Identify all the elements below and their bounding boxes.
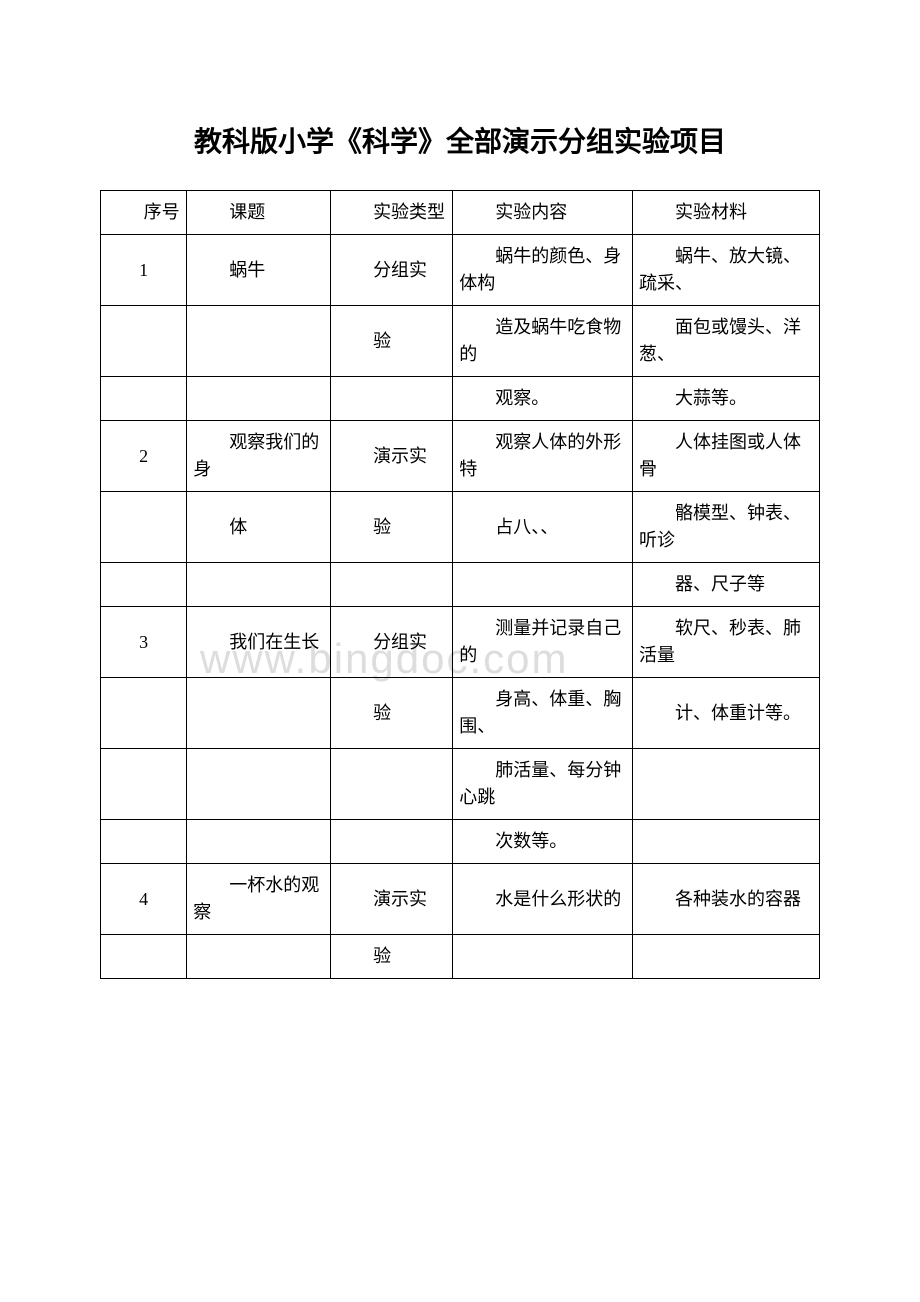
cell-seq: [101, 306, 187, 377]
cell-content: 观察人体的外形特: [453, 421, 633, 492]
cell-type: 验: [331, 678, 453, 749]
cell-seq: [101, 820, 187, 864]
cell-content: 身高、体重、胸围、: [453, 678, 633, 749]
cell-material: 大蒜等。: [633, 377, 820, 421]
cell-type: 分组实: [331, 235, 453, 306]
cell-topic: 一杯水的观察: [187, 864, 331, 935]
cell-content: [453, 563, 633, 607]
table-row: 2 观察我们的身 演示实 观察人体的外形特 人体挂图或人体骨: [101, 421, 820, 492]
cell-topic: 蜗牛: [187, 235, 331, 306]
cell-seq: [101, 492, 187, 563]
cell-content: 造及蜗牛吃食物的: [453, 306, 633, 377]
cell-material: 计、体重计等。: [633, 678, 820, 749]
cell-seq: 3: [101, 607, 187, 678]
cell-material: 各种装水的容器: [633, 864, 820, 935]
cell-material: 软尺、秒表、肺活量: [633, 607, 820, 678]
cell-type: [331, 820, 453, 864]
cell-seq: 4: [101, 864, 187, 935]
cell-content: 肺活量、每分钟心跳: [453, 749, 633, 820]
page-title: 教科版小学《科学》全部演示分组实验项目: [100, 120, 820, 160]
header-material: 实验材料: [633, 191, 820, 235]
cell-seq: [101, 377, 187, 421]
cell-material: 面包或馒头、洋葱、: [633, 306, 820, 377]
cell-type: 分组实: [331, 607, 453, 678]
table-header-row: 序号 课题 实验类型 实验内容 实验材料: [101, 191, 820, 235]
cell-topic: [187, 377, 331, 421]
cell-content: 次数等。: [453, 820, 633, 864]
cell-seq: [101, 563, 187, 607]
cell-seq: [101, 935, 187, 979]
cell-topic: [187, 935, 331, 979]
table-row: 器、尺子等: [101, 563, 820, 607]
cell-topic: [187, 820, 331, 864]
cell-type: [331, 749, 453, 820]
cell-material: [633, 749, 820, 820]
cell-type: [331, 377, 453, 421]
header-seq: 序号: [101, 191, 187, 235]
cell-material: 蜗牛、放大镜、疏采、: [633, 235, 820, 306]
cell-material: 骼模型、钟表、听诊: [633, 492, 820, 563]
cell-seq: [101, 678, 187, 749]
table-row: 肺活量、每分钟心跳: [101, 749, 820, 820]
cell-seq: [101, 749, 187, 820]
cell-material: [633, 935, 820, 979]
header-type: 实验类型: [331, 191, 453, 235]
table-row: 验 造及蜗牛吃食物的 面包或馒头、洋葱、: [101, 306, 820, 377]
cell-type: 验: [331, 492, 453, 563]
header-topic: 课题: [187, 191, 331, 235]
cell-type: 演示实: [331, 421, 453, 492]
cell-seq: 1: [101, 235, 187, 306]
cell-type: 验: [331, 306, 453, 377]
cell-content: 水是什么形状的: [453, 864, 633, 935]
cell-topic: 观察我们的身: [187, 421, 331, 492]
table-row: 观察。 大蒜等。: [101, 377, 820, 421]
header-content: 实验内容: [453, 191, 633, 235]
cell-content: 蜗牛的颜色、身体构: [453, 235, 633, 306]
experiment-table: 序号 课题 实验类型 实验内容 实验材料 1 蜗牛 分组实 蜗牛的颜色、身体构 …: [100, 190, 820, 979]
cell-content: [453, 935, 633, 979]
cell-type: [331, 563, 453, 607]
cell-topic: [187, 563, 331, 607]
table-row: 验 身高、体重、胸围、 计、体重计等。: [101, 678, 820, 749]
table-row: 4 一杯水的观察 演示实 水是什么形状的 各种装水的容器: [101, 864, 820, 935]
table-row: 体 验 占八、、 骼模型、钟表、听诊: [101, 492, 820, 563]
cell-material: 人体挂图或人体骨: [633, 421, 820, 492]
cell-topic: [187, 749, 331, 820]
cell-topic: 体: [187, 492, 331, 563]
cell-material: [633, 820, 820, 864]
cell-content: 占八、、: [453, 492, 633, 563]
table-row: 3 我们在生长 分组实 测量并记录自己的 软尺、秒表、肺活量: [101, 607, 820, 678]
cell-type: 验: [331, 935, 453, 979]
table-row: 次数等。: [101, 820, 820, 864]
cell-material: 器、尺子等: [633, 563, 820, 607]
cell-topic: [187, 306, 331, 377]
table-row: 验: [101, 935, 820, 979]
cell-content: 观察。: [453, 377, 633, 421]
cell-content: 测量并记录自己的: [453, 607, 633, 678]
cell-topic: 我们在生长: [187, 607, 331, 678]
table-row: 1 蜗牛 分组实 蜗牛的颜色、身体构 蜗牛、放大镜、疏采、: [101, 235, 820, 306]
cell-seq: 2: [101, 421, 187, 492]
cell-type: 演示实: [331, 864, 453, 935]
cell-topic: [187, 678, 331, 749]
